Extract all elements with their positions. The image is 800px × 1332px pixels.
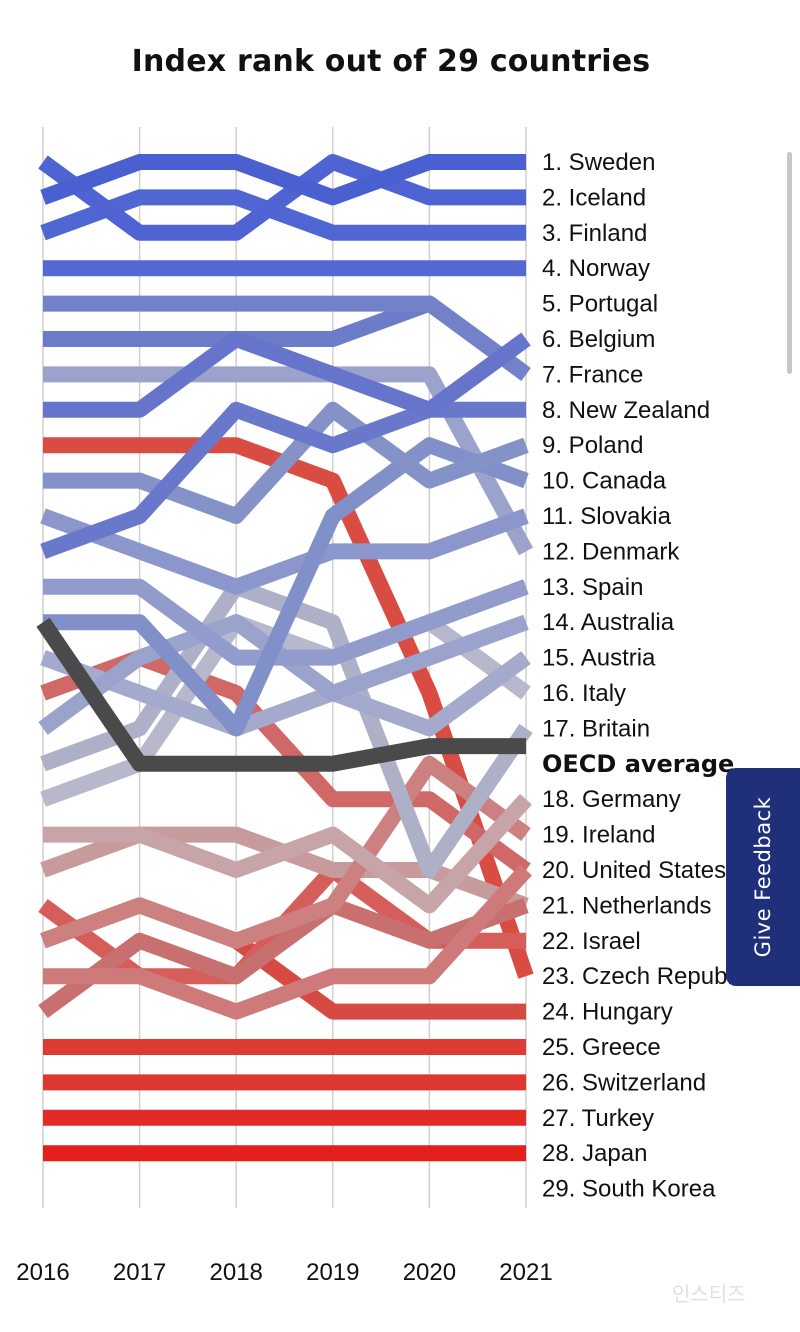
rank-label: 13. Spain — [542, 574, 643, 601]
rank-label: 20. United States — [542, 857, 726, 884]
series-line-canada — [43, 401, 529, 524]
rank-label: 23. Czech Republic — [542, 963, 750, 990]
x-tick-label: 2021 — [499, 1259, 552, 1286]
rank-label: 6. Belgium — [542, 326, 655, 353]
series-line-hungary — [43, 864, 532, 1020]
rank-label: 7. France — [542, 361, 643, 388]
x-tick-label: 2017 — [113, 1259, 166, 1286]
chart-title: Index rank out of 29 countries — [131, 44, 651, 79]
rank-label: 29. South Korea — [542, 1176, 716, 1203]
series-line-sweden — [40, 154, 526, 206]
x-tick-label: 2020 — [403, 1259, 456, 1286]
rank-labels: 1. Sweden 2. Iceland 3. Finland 4. Norway 5.… — [542, 149, 750, 1203]
rank-label: 21. Netherlands — [542, 892, 711, 919]
series-line-new-zealand — [40, 401, 526, 559]
rank-label: 18. Germany — [542, 786, 681, 813]
rank-label: 26. Switzerland — [542, 1069, 706, 1096]
rank-label: 16. Italy — [542, 680, 626, 707]
series-line-austria — [40, 650, 531, 737]
rank-label: 25. Greece — [542, 1034, 661, 1061]
rank-label: 17. Britain — [542, 715, 650, 742]
rank-label: 22. Israel — [542, 928, 641, 955]
series-lines — [36, 154, 534, 1162]
series-line-spain — [43, 578, 529, 666]
give-feedback-button[interactable]: Give Feedback — [726, 768, 800, 986]
watermark: 인스티즈 — [672, 1282, 746, 1306]
x-axis: 2016 2017 2018 2019 2020 2021 — [16, 1259, 552, 1286]
rank-label: 15. Austria — [542, 645, 656, 672]
series-line-finland — [40, 189, 526, 241]
rank-label: 3. Finland — [542, 220, 647, 247]
series-line-united-states — [40, 755, 531, 949]
rank-label: 12. Denmark — [542, 538, 680, 565]
scrollbar[interactable] — [787, 152, 792, 374]
give-feedback-label: Give Feedback — [751, 796, 775, 958]
oecd-average-label: OECD average — [542, 750, 734, 778]
rank-label: 27. Turkey — [542, 1105, 654, 1132]
x-tick-label: 2018 — [210, 1259, 263, 1286]
series-line-slovakia — [43, 437, 529, 737]
series-line-denmark — [40, 508, 529, 595]
series-line-belgium — [43, 331, 531, 418]
rank-label: 11. Slovakia — [542, 503, 672, 530]
rank-label: 14. Australia — [542, 609, 675, 636]
rank-label: 5. Portugal — [542, 291, 658, 318]
rank-label: 9. Poland — [542, 432, 643, 459]
rank-label: 10. Canada — [542, 468, 667, 495]
series-line-oecd-average — [36, 617, 526, 772]
series-line-greece — [38, 897, 529, 1019]
series-line-france — [43, 295, 531, 381]
rank-label: 28. Japan — [542, 1140, 647, 1167]
x-tick-label: 2016 — [16, 1259, 69, 1286]
rank-label: 1. Sweden — [542, 149, 655, 176]
rank-label: 19. Ireland — [542, 822, 655, 849]
rank-label: 24. Hungary — [542, 999, 673, 1026]
series-line-iceland — [38, 154, 526, 241]
rank-label: 2. Iceland — [542, 184, 646, 211]
x-tick-label: 2019 — [306, 1259, 359, 1286]
series-line-netherlands — [43, 793, 532, 914]
rank-label: 8. New Zealand — [542, 397, 710, 424]
rank-label: 4. Norway — [542, 255, 650, 282]
